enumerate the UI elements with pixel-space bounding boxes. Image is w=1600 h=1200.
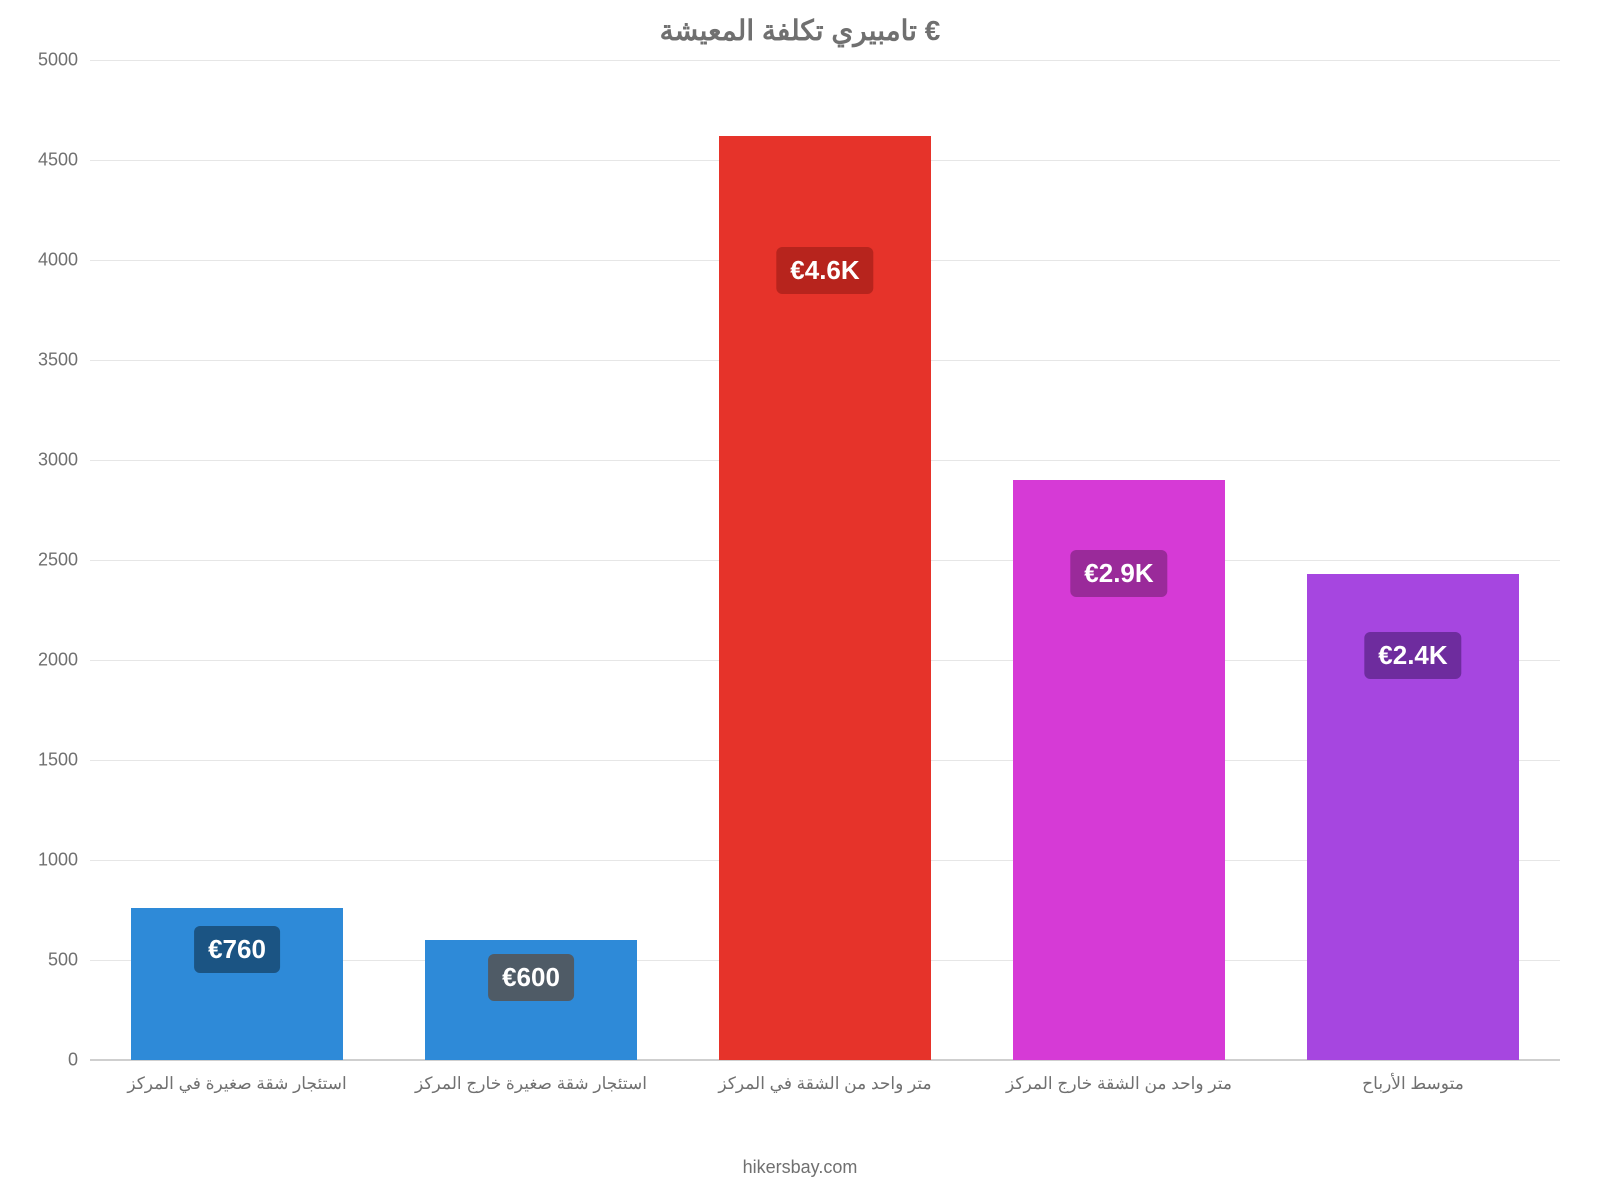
- bar: €2.9K: [1013, 480, 1225, 1060]
- x-tick-label: متر واحد من الشقة خارج المركز: [1006, 1060, 1232, 1094]
- x-tick-label: استئجار شقة صغيرة خارج المركز: [415, 1060, 647, 1094]
- cost-of-living-chart: تامبيري تكلفة المعيشة € 0500100015002000…: [0, 0, 1600, 1200]
- bar: €4.6K: [719, 136, 931, 1060]
- y-tick-label: 1500: [38, 750, 90, 771]
- y-tick-label: 4000: [38, 250, 90, 271]
- y-tick-label: 3000: [38, 450, 90, 471]
- grid-line: [90, 60, 1560, 61]
- x-tick-label: متوسط الأرباح: [1362, 1060, 1464, 1094]
- bar-value-label: €4.6K: [776, 247, 873, 294]
- y-tick-label: 3500: [38, 350, 90, 371]
- bar-value-label: €760: [194, 926, 280, 973]
- bar: €600: [425, 940, 637, 1060]
- y-tick-label: 500: [48, 950, 90, 971]
- y-tick-label: 4500: [38, 150, 90, 171]
- y-tick-label: 2000: [38, 650, 90, 671]
- x-tick-label: استئجار شقة صغيرة في المركز: [127, 1060, 346, 1094]
- bar-value-label: €2.4K: [1364, 632, 1461, 679]
- bar-value-label: €2.9K: [1070, 550, 1167, 597]
- attribution-text: hikersbay.com: [0, 1157, 1600, 1178]
- x-tick-label: متر واحد من الشقة في المركز: [718, 1060, 931, 1094]
- y-tick-label: 0: [68, 1050, 90, 1071]
- bar-value-label: €600: [488, 954, 574, 1001]
- plot-area: 0500100015002000250030003500400045005000…: [90, 60, 1560, 1060]
- chart-title: تامبيري تكلفة المعيشة €: [0, 14, 1600, 47]
- bar: €760: [131, 908, 343, 1060]
- y-tick-label: 1000: [38, 850, 90, 871]
- y-tick-label: 5000: [38, 50, 90, 71]
- bar: €2.4K: [1307, 574, 1519, 1060]
- y-tick-label: 2500: [38, 550, 90, 571]
